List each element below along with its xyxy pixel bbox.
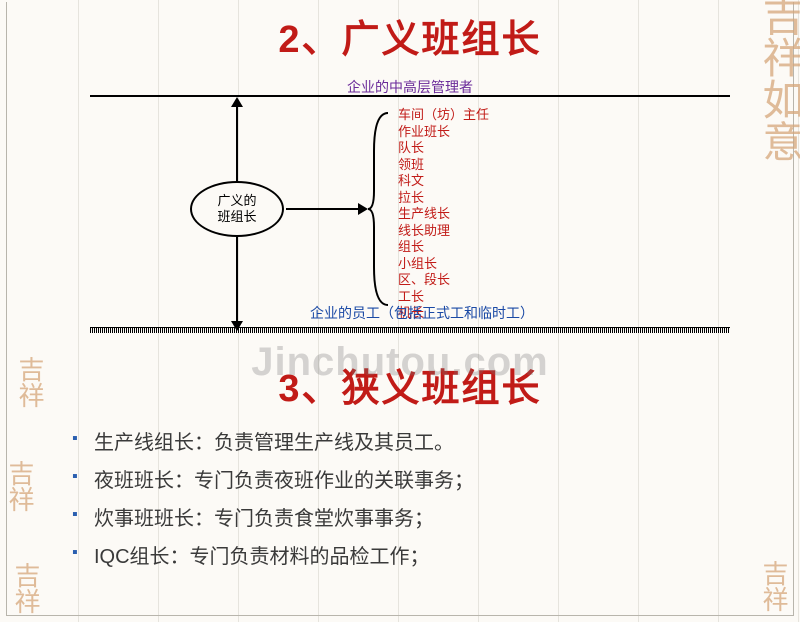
role-item: 领班 [398, 157, 489, 174]
narrow-definition-list: 生产线组长：负责管理生产线及其员工。 夜班班长：专门负责夜班作业的关联事务； 炊… [68, 424, 760, 576]
role-item: 组长 [398, 239, 489, 256]
heading-section-3: 3、狭义班组长 [60, 357, 760, 412]
role-item: 科文 [398, 173, 489, 190]
arrow-right [286, 208, 366, 210]
diagram-bottom-line [90, 327, 730, 333]
diagram-top-line [90, 95, 730, 97]
role-item: 拉长 [398, 190, 489, 207]
broad-team-leader-diagram: 企业的中高层管理者 广义的 班组长 车间（坊）主任 作业班长 队长 领班 科文 … [90, 69, 730, 345]
heading-section-2: 2、广义班组长 [60, 8, 760, 63]
role-item: 小组长 [398, 256, 489, 273]
slide-content: 2、广义班组长 企业的中高层管理者 广义的 班组长 车间（坊）主任 作业班长 队… [0, 0, 800, 622]
list-item: 炊事班班长：专门负责食堂炊事事务； [68, 500, 760, 538]
oval-line1: 广义的 [217, 193, 256, 208]
list-item: IQC组长：专门负责材料的品检工作； [68, 538, 760, 576]
role-item: 线长助理 [398, 223, 489, 240]
diagram-bottom-label: 企业的员工（包括正式工和临时工） [310, 303, 534, 323]
oval-line2: 班组长 [217, 209, 256, 224]
list-item: 生产线组长：负责管理生产线及其员工。 [68, 424, 760, 462]
role-item: 作业班长 [398, 124, 489, 141]
role-item: 区、段长 [398, 272, 489, 289]
curly-brace [368, 111, 394, 307]
arrow-up [236, 99, 238, 181]
role-item: 车间（坊）主任 [398, 107, 489, 124]
role-item: 队长 [398, 140, 489, 157]
diagram-oval: 广义的 班组长 [190, 181, 284, 237]
oval-text: 广义的 班组长 [217, 193, 256, 224]
role-list: 车间（坊）主任 作业班长 队长 领班 科文 拉长 生产线长 线长助理 组长 小组… [398, 107, 489, 322]
arrow-down [236, 237, 238, 329]
diagram-top-label: 企业的中高层管理者 [90, 77, 730, 97]
role-item: 生产线长 [398, 206, 489, 223]
list-item: 夜班班长：专门负责夜班作业的关联事务； [68, 462, 760, 500]
